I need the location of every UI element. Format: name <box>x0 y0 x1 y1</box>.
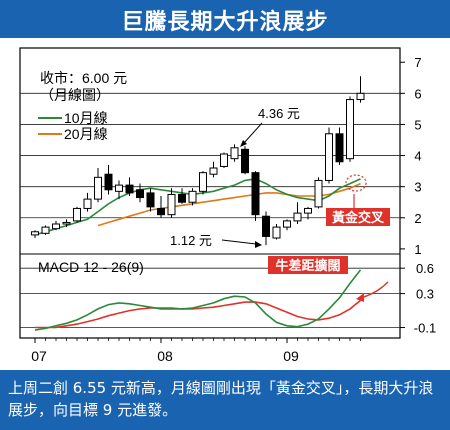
macd-widen-box <box>268 256 348 274</box>
high-annotation: 4.36 元 <box>258 106 300 121</box>
golden-cross-label: 黃金交叉 <box>331 210 385 225</box>
price-tick-label: 7 <box>414 55 421 70</box>
high-arrow <box>243 122 263 144</box>
ma10-line <box>34 178 361 236</box>
price-tick-label: 6 <box>414 86 421 101</box>
price-tick-label: 3 <box>414 180 421 195</box>
candle-body <box>272 226 281 239</box>
macd-widen-label: 牛差距擴闊 <box>275 258 340 273</box>
x-tick-label: 08 <box>157 348 173 364</box>
candle-body <box>262 215 270 237</box>
candle-body <box>31 231 39 236</box>
macd-widen-arrowhead <box>356 293 364 302</box>
candle-body <box>241 148 249 174</box>
candle-body <box>251 172 260 216</box>
legend-label: 10月線 <box>64 110 108 126</box>
macd-signal-line <box>35 299 362 329</box>
candle-body <box>188 190 197 203</box>
high-arrowhead <box>240 140 247 147</box>
candle-body <box>167 193 176 216</box>
price-tick-label: 2 <box>414 211 421 226</box>
x-tick-label: 07 <box>31 348 47 364</box>
macd-tick-label: 0.3 <box>416 287 434 302</box>
candle-body <box>304 207 312 214</box>
candle-body <box>52 223 60 230</box>
candle-body <box>178 193 186 203</box>
candle-body <box>73 207 81 222</box>
candle-body <box>283 220 291 228</box>
candle-body <box>346 99 354 160</box>
caption-text: 上周二創 6.55 元新高，月線圖剛出現「黃金交叉」，長期大升浪展步，向目標 9… <box>8 379 434 419</box>
title-bar: 巨騰長期大升浪展步 <box>0 0 450 38</box>
candle-body <box>62 221 71 225</box>
low-arrow <box>221 239 257 245</box>
price-tick-label: 5 <box>414 117 421 132</box>
low-arrowhead <box>255 241 262 248</box>
chart-period-label: （月線圖） <box>40 87 110 103</box>
close-price-label: 收市：6.00 元 <box>40 70 127 86</box>
macd-tick-label: 0.6 <box>416 261 434 276</box>
macd-diff-line <box>34 269 362 331</box>
caption-bar: 上周二創 6.55 元新高，月線圖剛出現「黃金交叉」，長期大升浪展步，向目標 9… <box>0 370 450 430</box>
chart-title: 巨騰長期大升浪展步 <box>121 10 329 35</box>
candle-body <box>104 173 113 191</box>
candle-body <box>115 184 123 192</box>
plot-frame <box>19 47 401 339</box>
candle-body <box>83 198 92 209</box>
price-tick-label: 4 <box>414 149 421 164</box>
chart-canvas: 1 2 3 4 5 6 7 0.6 0.3 -0.1 07 08 09 收市：6.00 元（月線圖） 10月… <box>19 47 436 364</box>
macd-tick-label: -0.1 <box>414 321 436 336</box>
candle-body <box>94 176 102 200</box>
candle-body <box>230 147 239 160</box>
candle-body <box>157 207 165 216</box>
golden-cross-box <box>326 208 390 226</box>
candle-body <box>209 167 218 175</box>
candle-body <box>146 192 155 208</box>
golden-cross-marker <box>345 174 367 192</box>
candle-body <box>136 189 144 199</box>
x-tick-label: 09 <box>283 348 299 364</box>
candle-body <box>314 179 323 208</box>
macd-widen-arrow <box>359 281 389 299</box>
candle-body <box>356 92 365 101</box>
legend-label: 20月線 <box>64 126 108 142</box>
candle-body <box>41 226 50 234</box>
candle-body <box>335 133 344 163</box>
candle-body <box>199 172 207 192</box>
low-annotation: 1.12 元 <box>170 233 212 248</box>
candle-body <box>325 133 333 181</box>
candle-body <box>125 184 134 194</box>
macd-label: MACD 12 - 26(9) <box>38 259 144 275</box>
price-tick-label: 1 <box>414 242 421 257</box>
candle-body <box>293 212 302 222</box>
candle-body <box>220 153 228 167</box>
